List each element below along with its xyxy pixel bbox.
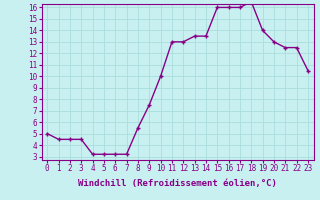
X-axis label: Windchill (Refroidissement éolien,°C): Windchill (Refroidissement éolien,°C) (78, 179, 277, 188)
